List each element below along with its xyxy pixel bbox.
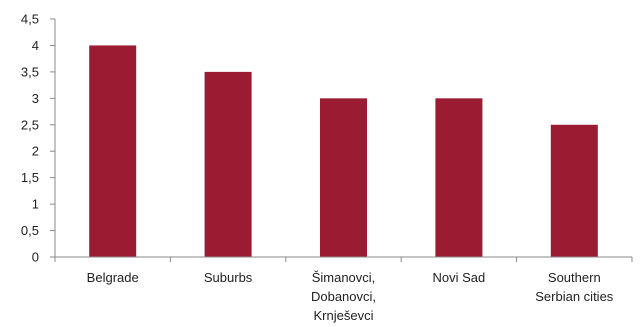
y-tick-label: 1 xyxy=(32,197,39,212)
y-tick-label: 2,5 xyxy=(21,117,39,132)
x-category-label-line: Belgrade xyxy=(87,270,139,285)
y-tick-label: 3,5 xyxy=(21,64,39,79)
x-category-label-line: Suburbs xyxy=(204,270,253,285)
y-tick-label: 0 xyxy=(32,250,39,265)
bar xyxy=(435,98,483,257)
y-tick-label: 1,5 xyxy=(21,170,39,185)
y-axis: 0 0,5 1 1,5 2 2,5 3 3,5 4 4,5 xyxy=(21,12,56,265)
x-category-label: Suburbs xyxy=(204,270,253,285)
x-category-label-line: Serbian cities xyxy=(535,289,614,304)
x-category-label-line: Dobanovci, xyxy=(311,289,376,304)
x-category-label-line: Southern xyxy=(548,270,601,285)
x-category-label: Šimanovci, Dobanovci, Krnješevci xyxy=(311,270,376,323)
x-category-label-line: Krnješevci xyxy=(314,308,374,323)
x-axis: Belgrade Suburbs Šimanovci, Dobanovci, Krnje… xyxy=(54,256,633,323)
x-category-label: Belgrade xyxy=(87,270,139,285)
bar xyxy=(89,45,137,257)
y-tick-label: 4 xyxy=(32,38,39,53)
bars xyxy=(89,45,598,258)
bar xyxy=(204,71,252,257)
bar xyxy=(320,98,367,257)
y-tick-label: 0,5 xyxy=(21,223,39,238)
y-tick-label: 3 xyxy=(32,91,39,106)
x-category-label-line: Šimanovci, xyxy=(312,270,376,285)
bar xyxy=(550,124,598,258)
x-category-label-line: Novi Sad xyxy=(433,270,486,285)
x-category-label: Southern Serbian cities xyxy=(535,270,614,304)
y-tick-label: 4,5 xyxy=(21,12,39,27)
x-category-label: Novi Sad xyxy=(433,270,486,285)
y-tick-label: 2 xyxy=(32,144,39,159)
